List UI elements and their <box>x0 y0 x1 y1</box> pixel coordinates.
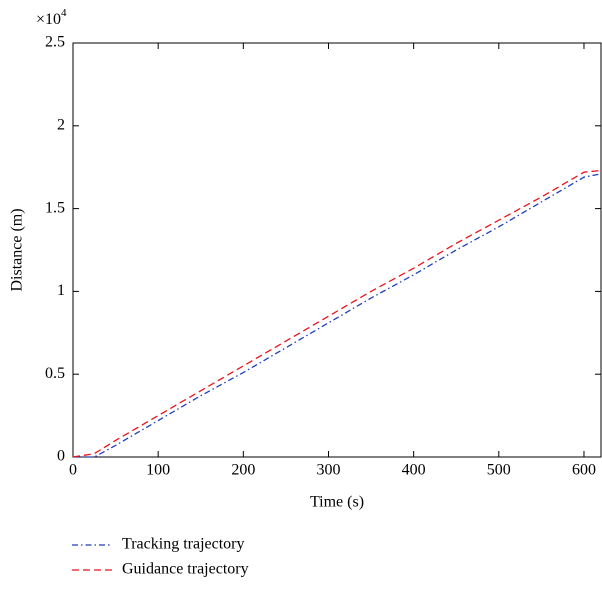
x-tick-label: 500 <box>487 462 511 479</box>
y-scale: ×104 <box>36 7 67 28</box>
y-axis-label: Distance (m) <box>9 208 26 291</box>
x-tick-label: 200 <box>231 462 255 479</box>
y-tick-label: 0 <box>57 448 65 465</box>
x-tick-label: 400 <box>402 462 426 479</box>
legend-label: Tracking trajectory <box>122 536 244 553</box>
y-tick-label: 2.5 <box>45 34 65 51</box>
x-tick-label: 300 <box>316 462 340 479</box>
data-line <box>72 169 602 458</box>
y-scale-base: ×10 <box>36 11 61 28</box>
x-tick-label: 0 <box>69 462 77 479</box>
x-tick-label: 600 <box>572 462 596 479</box>
legend-label: Guidance trajectory <box>122 561 249 578</box>
y-tick-label: 1 <box>57 282 65 299</box>
plot-frame <box>72 42 602 458</box>
y-tick-label: 0.5 <box>45 365 65 382</box>
y-tick-label: 1.5 <box>45 199 65 216</box>
x-tick-label: 100 <box>146 462 170 479</box>
y-tick-label: 2 <box>57 116 65 133</box>
x-axis-label: Time (s) <box>310 494 364 511</box>
data-line <box>73 173 602 458</box>
y-scale-exponent: 4 <box>61 7 67 19</box>
